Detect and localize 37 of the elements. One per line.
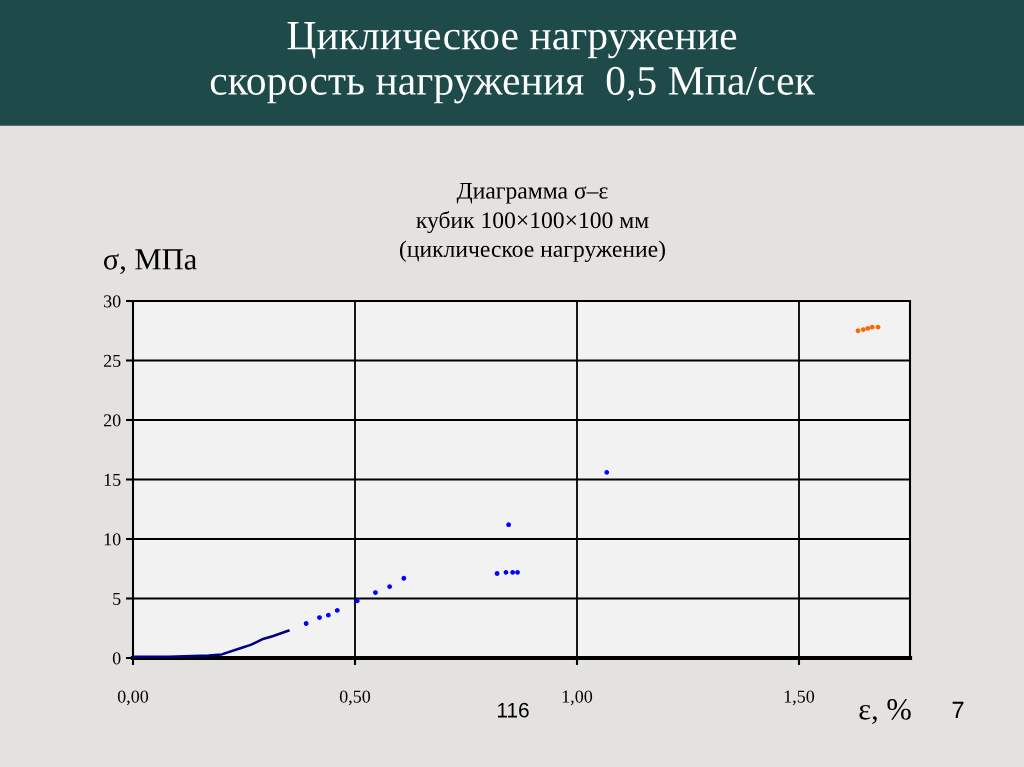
point bbox=[875, 324, 881, 330]
y-tick-label: 30 bbox=[104, 295, 121, 308]
point bbox=[855, 328, 861, 334]
y-tick-label: 10 bbox=[104, 533, 121, 546]
x-tick-label: 1,00 bbox=[562, 690, 593, 706]
x-tick-label: 0,00 bbox=[117, 690, 149, 706]
point bbox=[503, 569, 509, 575]
point bbox=[506, 522, 512, 528]
point bbox=[325, 612, 331, 618]
point bbox=[510, 569, 516, 575]
point bbox=[860, 327, 866, 332]
text: 116 bbox=[497, 702, 529, 718]
y-tick-label: 5 bbox=[113, 592, 121, 605]
chart-subtitle: Диаграмма σ–ε кубик 100×100×100 мм (циклическое нагружение) bbox=[400, 182, 665, 262]
y-axis-title: σ, МПа bbox=[103, 249, 197, 275]
point bbox=[865, 325, 871, 331]
chart-title: Циклическое нагружение скорость нагружения 0,5 Мпа/сек bbox=[210, 22, 815, 104]
point bbox=[373, 590, 378, 595]
point bbox=[334, 608, 340, 613]
y-tick-label: 15 bbox=[104, 473, 121, 486]
point bbox=[494, 571, 500, 576]
point bbox=[515, 569, 520, 575]
x-tick-label: 0,50 bbox=[339, 690, 371, 706]
point bbox=[317, 615, 322, 620]
point bbox=[869, 324, 875, 330]
y-tick-label: 0 bbox=[112, 652, 121, 665]
y-tick-label: 20 bbox=[103, 414, 121, 427]
x-tick-label: 1,50 bbox=[784, 690, 815, 706]
x-axis-title: ε, % bbox=[859, 699, 911, 725]
line-series bbox=[133, 629, 290, 658]
text: 7 bbox=[952, 701, 964, 719]
point bbox=[604, 469, 610, 475]
point bbox=[387, 584, 393, 589]
point bbox=[303, 621, 309, 626]
y-tick-label: 25 bbox=[103, 354, 121, 367]
point bbox=[401, 575, 407, 581]
point bbox=[354, 598, 360, 604]
